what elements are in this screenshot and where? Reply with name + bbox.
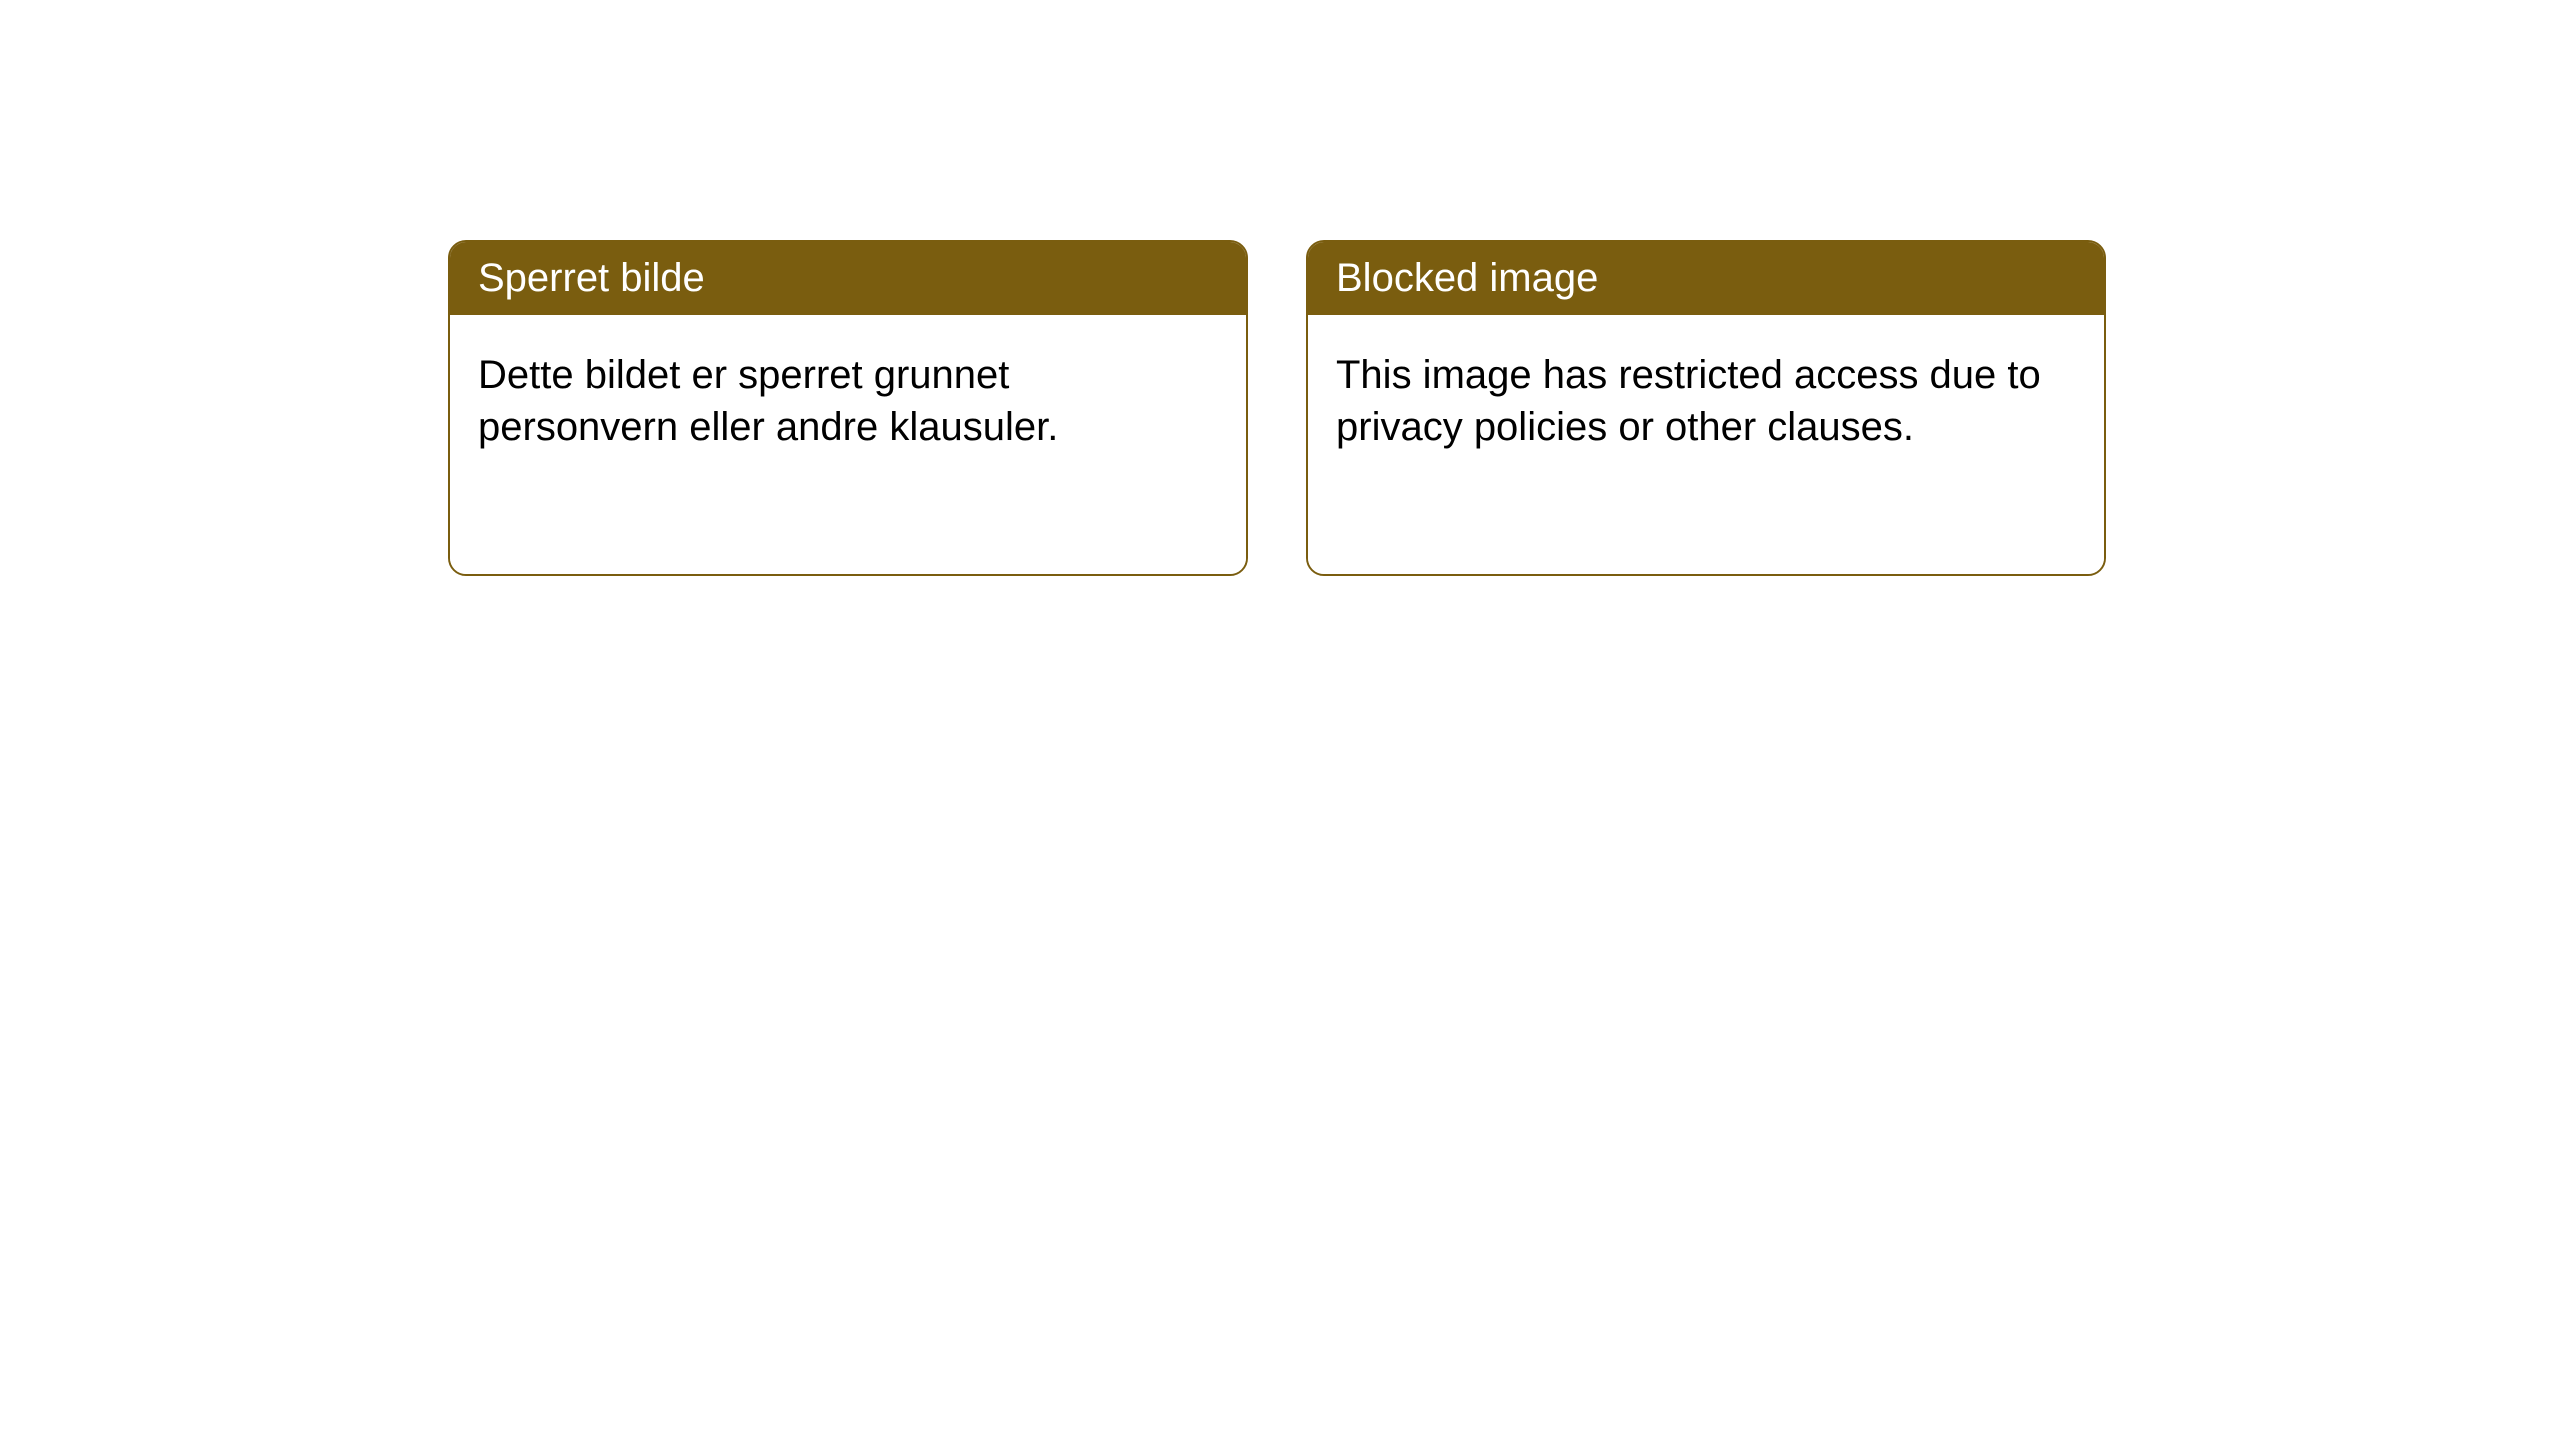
card-header-english: Blocked image [1308,242,2104,315]
card-body-english: This image has restricted access due to … [1308,315,2104,574]
notice-container: Sperret bilde Dette bildet er sperret gr… [0,0,2560,576]
card-header-norwegian: Sperret bilde [450,242,1246,315]
notice-card-english: Blocked image This image has restricted … [1306,240,2106,576]
card-body-norwegian: Dette bildet er sperret grunnet personve… [450,315,1246,574]
notice-card-norwegian: Sperret bilde Dette bildet er sperret gr… [448,240,1248,576]
